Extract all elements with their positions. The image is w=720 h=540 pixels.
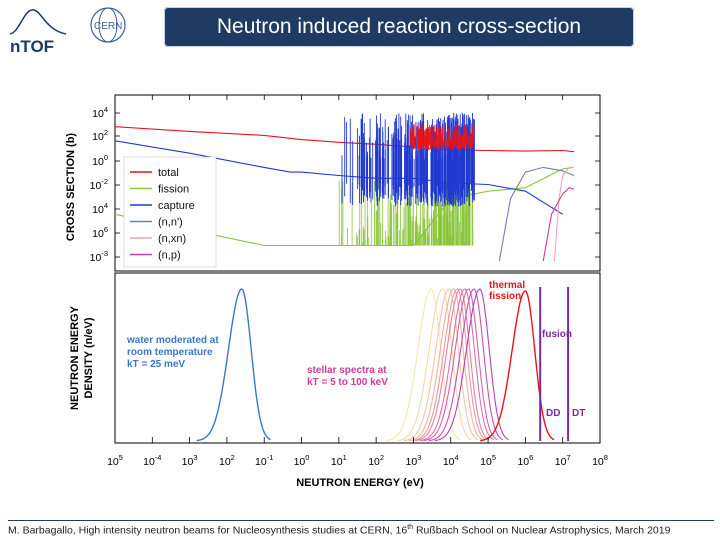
xlabel: NEUTRON ENERGY (eV) xyxy=(296,477,424,489)
cern-logo: CERN xyxy=(90,7,126,43)
footer-divider xyxy=(8,520,714,521)
stellar-spectrum-100kev xyxy=(434,288,509,442)
stellar-label-1: stellar spectra at xyxy=(307,365,387,376)
top-ylabel: CROSS SECTION (b) xyxy=(65,133,77,242)
x-tick-label: 103 xyxy=(406,453,422,468)
legend-label-3: (n,n') xyxy=(158,217,183,229)
fusion-label: fusion xyxy=(542,329,572,340)
stellar-spectrum-20kev xyxy=(408,288,483,442)
slide-title: Neutron induced reaction cross-section xyxy=(216,15,582,38)
bottom-ylabel: NEUTRON ENERGY DENSITY (n/eV) xyxy=(69,305,95,410)
top-y-tick-label: 100 xyxy=(92,153,108,168)
top-panel-frame xyxy=(114,94,601,272)
slide-title-box: Neutron induced reaction cross-section xyxy=(164,7,634,47)
x-tick-label: 104 xyxy=(443,453,459,468)
legend-box xyxy=(123,156,217,268)
x-tick-label: 105 xyxy=(480,453,496,468)
x-tick-label: 103 xyxy=(182,453,198,468)
series-line-5 xyxy=(542,187,575,262)
top-y-tick-label: 106 xyxy=(92,225,108,240)
stellar-spectrum-15kev xyxy=(403,288,479,442)
dd-label: DD xyxy=(546,408,560,419)
bottom-ylabel-line2: DENSITY (n/eV) xyxy=(83,317,95,398)
top-y-tick-label: 104 xyxy=(92,201,108,216)
series-line-3 xyxy=(498,166,575,262)
stellar-spectrum-25kev xyxy=(412,288,487,442)
x-tick-label: 108 xyxy=(592,453,608,468)
stellar-spectrum-10kev xyxy=(397,288,472,442)
fission-label-2: fission xyxy=(489,291,521,302)
top-y-tick-label: 104 xyxy=(92,105,108,120)
stellar-spectrum-30kev xyxy=(415,288,490,442)
bottom-panel-frame xyxy=(114,272,601,444)
top-y-tick-label: 10-2 xyxy=(90,177,108,192)
water-label-2: room temperature xyxy=(127,347,213,358)
water-label-3: kT = 25 meV xyxy=(127,359,185,370)
stellar-spectrum-40kev xyxy=(419,288,494,442)
legend-label-5: (n,p) xyxy=(158,250,181,262)
x-tick-label: 107 xyxy=(555,453,571,468)
stellar-spectrum-50kev xyxy=(423,288,498,442)
top-y-tick-label: 10-3 xyxy=(90,249,108,264)
x-tick-label: 105 xyxy=(107,453,123,468)
legend-label-1: fission xyxy=(158,184,189,196)
x-tick-label: 10-4 xyxy=(143,453,161,468)
thermal-water-spectrum xyxy=(196,288,271,442)
ntof-logo-text: nTOF xyxy=(10,37,54,56)
legend-label-4: (n,xn) xyxy=(158,233,186,245)
x-tick-label: 102 xyxy=(368,453,384,468)
stellar-spectrum-5kev xyxy=(386,288,461,442)
x-tick-label: 10-1 xyxy=(255,453,273,468)
fission-label-1: thermal xyxy=(489,280,525,291)
x-tick-label: 106 xyxy=(517,453,533,468)
x-tick-label: 101 xyxy=(331,453,347,468)
water-label-1: water moderated at xyxy=(126,335,219,346)
top-y-tick-label: 102 xyxy=(92,128,108,143)
cern-logo-text: CERN xyxy=(94,21,122,32)
legend-label-0: total xyxy=(158,167,179,179)
legend-label-2: capture xyxy=(158,200,195,212)
dt-label: DT xyxy=(572,408,585,419)
footer-citation: M. Barbagallo, High intensity neutron be… xyxy=(8,524,671,537)
stellar-label-2: kT = 5 to 100 keV xyxy=(307,377,388,388)
ntof-logo: nTOF xyxy=(9,9,67,56)
stellar-spectrum-70kev xyxy=(428,288,503,442)
series-line-4 xyxy=(553,166,574,262)
bottom-ylabel-line1: NEUTRON ENERGY xyxy=(69,305,81,410)
x-tick-label: 102 xyxy=(219,453,235,468)
fission-spectrum xyxy=(480,290,555,442)
x-tick-label: 100 xyxy=(294,453,310,468)
